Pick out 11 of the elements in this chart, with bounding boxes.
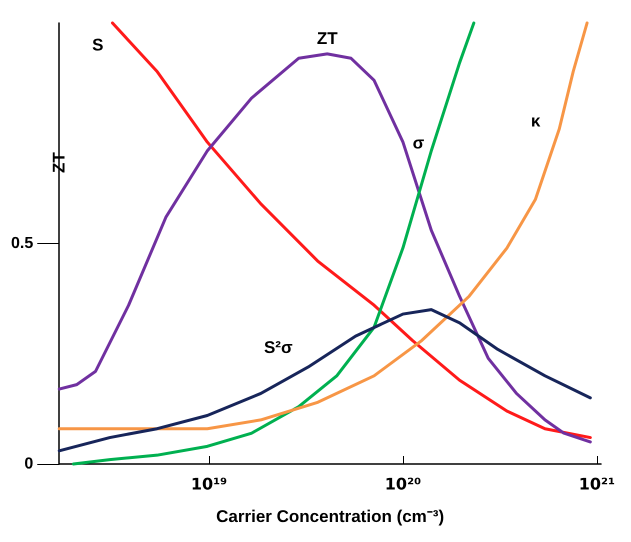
series-label: ZT <box>316 28 338 48</box>
series-label: S <box>92 36 104 54</box>
x-tick-label: 10²¹ <box>578 474 616 494</box>
series-label: κ <box>530 111 541 130</box>
x-tick-label: 10²⁰ <box>384 474 422 494</box>
x-axis-title: Carrier Concentration (cm⁻³) <box>216 507 444 526</box>
y-tick-label: 0 <box>24 456 34 472</box>
series-label: S²σ <box>264 338 293 357</box>
y-tick-label: 0.5 <box>10 235 34 252</box>
series-label: σ <box>412 133 425 152</box>
x-tick-label: 10¹⁹ <box>190 474 228 494</box>
